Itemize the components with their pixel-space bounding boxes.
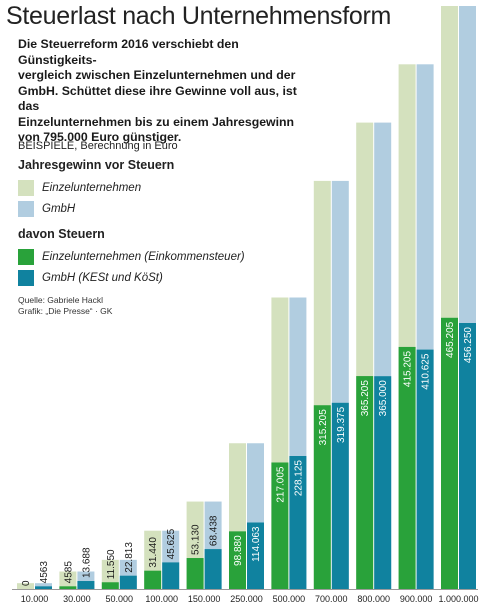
bar-ez-tax bbox=[186, 558, 204, 589]
data-label-gmbh-tax: 114.063 bbox=[251, 526, 262, 562]
data-label-gmbh-tax: 22.813 bbox=[124, 542, 135, 573]
bar-gmbh-tax bbox=[416, 349, 434, 589]
legend-item-ez-profit: Einzelunternehmen bbox=[18, 180, 141, 196]
bar-ez-tax bbox=[313, 405, 331, 589]
data-label-ez-tax: 31.440 bbox=[148, 537, 159, 568]
bar-gmbh-tax bbox=[331, 402, 349, 589]
data-label-ez-tax: 11.550 bbox=[106, 549, 117, 579]
bar-gmbh-tax bbox=[77, 581, 95, 589]
graphic-credit: Grafik: „Die Presse“ · GK bbox=[18, 306, 113, 316]
x-tick-label: 30.000 bbox=[63, 594, 91, 604]
bar-ez-tax bbox=[356, 376, 374, 589]
legend-swatch bbox=[18, 201, 34, 217]
x-tick-label: 1.000.000 bbox=[438, 594, 478, 604]
bar-gmbh-tax bbox=[374, 376, 392, 589]
data-label-ez-tax: 465.205 bbox=[445, 321, 456, 358]
data-label-ez-tax: 98.880 bbox=[233, 535, 244, 566]
bar-ez-tax bbox=[229, 531, 246, 589]
example-note: BEISPIELE, Berechnung in Euro bbox=[18, 140, 178, 152]
chart-subtitle: Die Steuerreform 2016 verschiebt den Gün… bbox=[18, 37, 318, 146]
bar-ez-tax bbox=[59, 586, 77, 589]
legend-group-title-profit: Jahresgewinn vor Steuern bbox=[18, 158, 175, 172]
legend-item-ez-tax: Einzelunternehmen (Einkommensteuer) bbox=[18, 249, 245, 265]
legend-item-gmbh-profit: GmbH bbox=[18, 201, 75, 217]
data-label-ez-tax: 415.205 bbox=[403, 351, 414, 388]
bar-ez-tax bbox=[398, 346, 416, 589]
data-label-gmbh-tax: 365.000 bbox=[378, 380, 389, 417]
data-label-gmbh-tax: 456.250 bbox=[463, 327, 474, 364]
bar-gmbh-tax bbox=[162, 562, 180, 589]
data-label-gmbh-tax: 45.625 bbox=[166, 528, 177, 559]
x-tick-label: 10.000 bbox=[21, 594, 49, 604]
data-label-ez-tax: 53.130 bbox=[191, 524, 202, 555]
bar-ez-tax bbox=[441, 317, 458, 589]
bar-ez-profit bbox=[59, 571, 77, 589]
x-tick-label: 500.000 bbox=[273, 594, 306, 604]
legend-swatch bbox=[18, 180, 34, 196]
bar-ez-tax bbox=[271, 462, 289, 589]
legend-label: GmbH bbox=[42, 203, 76, 215]
bar-ez-profit bbox=[17, 583, 34, 589]
legend-label: Einzelunternehmen bbox=[42, 182, 142, 194]
subtitle-line: GmbH. Schüttet diese ihre Gewinne voll a… bbox=[18, 83, 297, 114]
x-tick-label: 100.000 bbox=[145, 594, 178, 604]
bar-gmbh-tax bbox=[247, 522, 264, 589]
bar-gmbh-profit bbox=[35, 583, 52, 589]
data-label-ez-tax: 365.205 bbox=[360, 380, 371, 417]
data-label-gmbh-tax: 4563 bbox=[39, 561, 50, 584]
legend-swatch bbox=[18, 270, 34, 286]
x-tick-label: 150.000 bbox=[188, 594, 221, 604]
bar-ez-tax bbox=[144, 570, 162, 589]
data-label-ez-tax: 0 bbox=[21, 580, 32, 586]
x-tick-label: 700.000 bbox=[315, 594, 348, 604]
x-tick-label: 250.000 bbox=[230, 594, 263, 604]
subtitle-line: vergleich zwischen Einzelunternehmen und… bbox=[18, 68, 296, 82]
x-tick-label: 50.000 bbox=[106, 594, 134, 604]
x-tick-label: 900.000 bbox=[400, 594, 433, 604]
source-note: Quelle: Gabriele Hackl bbox=[18, 295, 104, 305]
data-label-ez-tax: 315.205 bbox=[318, 409, 329, 446]
data-label-gmbh-tax: 319.375 bbox=[336, 406, 347, 443]
subtitle-line: Die Steuerreform 2016 verschiebt den Gün… bbox=[18, 37, 239, 67]
legend-label: GmbH (KESt und KöSt) bbox=[42, 272, 163, 284]
legend-swatch bbox=[18, 249, 34, 265]
bar-gmbh-tax bbox=[35, 586, 52, 589]
data-label-gmbh-tax: 13.688 bbox=[81, 547, 92, 578]
data-label-gmbh-tax: 410.625 bbox=[421, 353, 432, 390]
data-label-ez-tax: 4585 bbox=[63, 561, 74, 584]
bar-gmbh-tax bbox=[289, 456, 307, 589]
bar-gmbh-tax bbox=[119, 575, 137, 589]
data-label-gmbh-tax: 68.438 bbox=[209, 515, 220, 546]
bar-ez-profit bbox=[101, 559, 119, 589]
bar-gmbh-tax bbox=[204, 549, 222, 589]
data-label-ez-tax: 217.005 bbox=[275, 466, 286, 503]
bar-ez-tax bbox=[101, 582, 119, 589]
chart-title: Steuerlast nach Unternehmensform bbox=[6, 2, 392, 30]
bar-gmbh-tax bbox=[459, 323, 476, 589]
subtitle-line: Einzelunternehmen bis zu einem Jahresgew… bbox=[18, 114, 295, 129]
legend-group-title-tax: davon Steuern bbox=[18, 227, 105, 241]
subtitle-line: von 795.000 Euro günstiger. bbox=[18, 130, 182, 144]
legend-label: Einzelunternehmen (Einkommensteuer) bbox=[42, 251, 245, 263]
data-label-gmbh-tax: 228.125 bbox=[293, 460, 304, 497]
legend-item-gmbh-tax: GmbH (KESt und KöSt) bbox=[18, 270, 163, 286]
x-tick-label: 800.000 bbox=[357, 594, 390, 604]
